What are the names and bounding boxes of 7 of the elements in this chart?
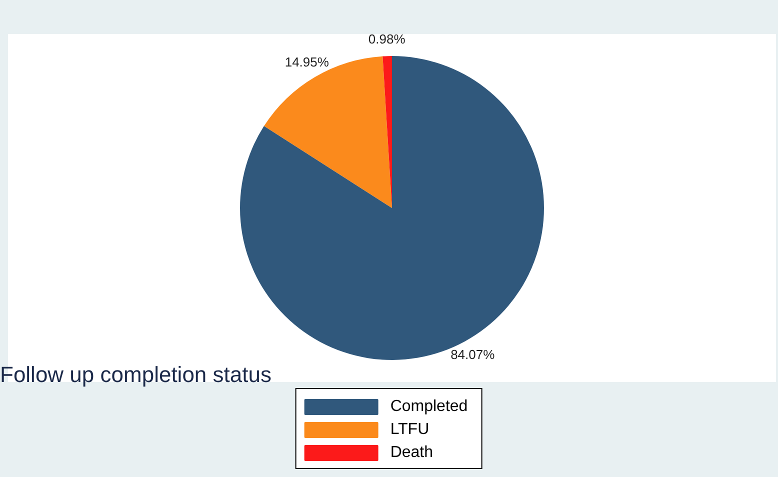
- legend-label: LTFU: [390, 420, 430, 438]
- data-label: 14.95%: [284, 54, 330, 70]
- data-label: 84.07%: [450, 346, 496, 362]
- legend-label: Completed: [390, 398, 468, 416]
- legend-label: Death: [390, 444, 434, 462]
- text: Follow up completion status: [0, 362, 272, 388]
- data-label: 0.98%: [368, 32, 406, 47]
